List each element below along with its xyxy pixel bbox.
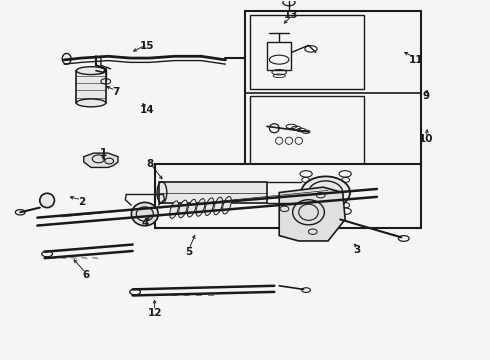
Text: 14: 14	[140, 105, 154, 115]
Bar	[76, 71, 106, 103]
Ellipse shape	[196, 199, 205, 216]
Ellipse shape	[40, 193, 54, 208]
Ellipse shape	[76, 99, 106, 107]
Bar	[159, 182, 267, 203]
Ellipse shape	[131, 202, 158, 226]
Polygon shape	[84, 153, 118, 167]
Text: 11: 11	[409, 55, 423, 65]
Bar	[155, 164, 421, 228]
Polygon shape	[279, 187, 345, 241]
Bar	[267, 42, 292, 71]
Ellipse shape	[205, 198, 214, 216]
Text: 8: 8	[146, 159, 153, 169]
Text: 9: 9	[422, 91, 429, 101]
Text: 6: 6	[83, 270, 90, 280]
Ellipse shape	[214, 197, 222, 215]
Text: 13: 13	[284, 10, 299, 20]
Text: 10: 10	[418, 134, 433, 144]
Text: 2: 2	[78, 197, 85, 207]
Bar	[250, 15, 364, 89]
Ellipse shape	[178, 200, 187, 218]
Text: 7: 7	[112, 87, 119, 97]
Ellipse shape	[76, 67, 106, 75]
Text: 3: 3	[354, 245, 361, 255]
Ellipse shape	[170, 201, 178, 219]
Text: 1: 1	[99, 148, 107, 158]
Ellipse shape	[187, 199, 196, 217]
Text: 4: 4	[141, 218, 148, 228]
Ellipse shape	[301, 176, 350, 209]
Text: 5: 5	[185, 247, 193, 257]
Text: 15: 15	[140, 41, 154, 50]
Bar	[245, 12, 421, 167]
Bar	[250, 96, 364, 164]
Ellipse shape	[222, 197, 231, 214]
Text: 12: 12	[147, 308, 162, 318]
